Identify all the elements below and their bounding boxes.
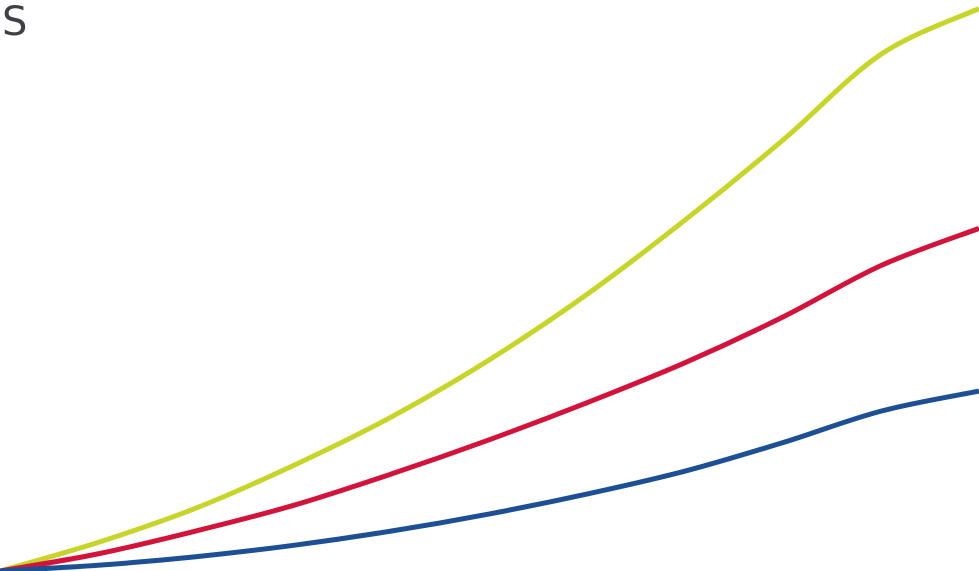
series-line-yellow-green: [0, 6, 979, 571]
series-line-red: [0, 226, 979, 571]
series-layer: [0, 6, 979, 571]
series-line-blue: [0, 388, 979, 571]
corner-label: S: [2, 0, 28, 45]
